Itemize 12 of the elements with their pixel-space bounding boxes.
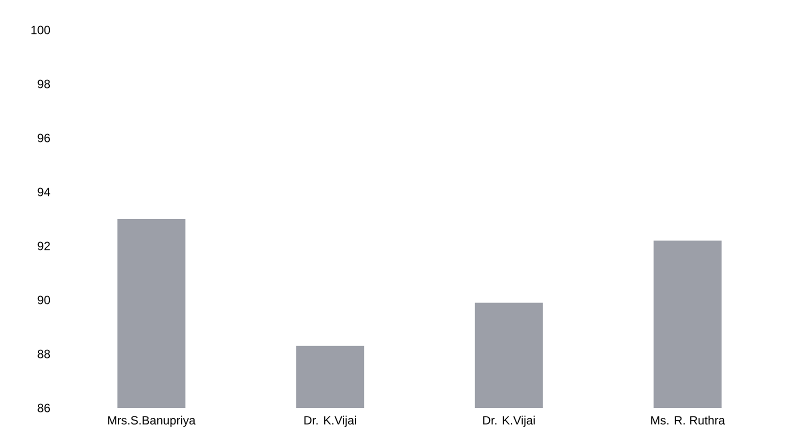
y-tick-label: 86 (38, 404, 50, 412)
y-tick-label: 96 (38, 134, 50, 142)
x-tick-label: Dr. K.Vijai (483, 416, 535, 427)
y-tick-label: 98 (38, 80, 50, 88)
y-tick-label: 92 (38, 242, 50, 250)
y-tick-label: 94 (38, 188, 50, 196)
x-tick-label: Ms. R. Ruthra (651, 416, 726, 425)
x-tick-label: Dr. K.Vijai (304, 416, 356, 427)
y-tick-label: 88 (38, 350, 50, 358)
x-tick-label: Mrs.S.Banupriya (108, 416, 196, 427)
y-tick-label: 90 (38, 296, 50, 304)
y-tick-label: 100 (31, 26, 50, 34)
